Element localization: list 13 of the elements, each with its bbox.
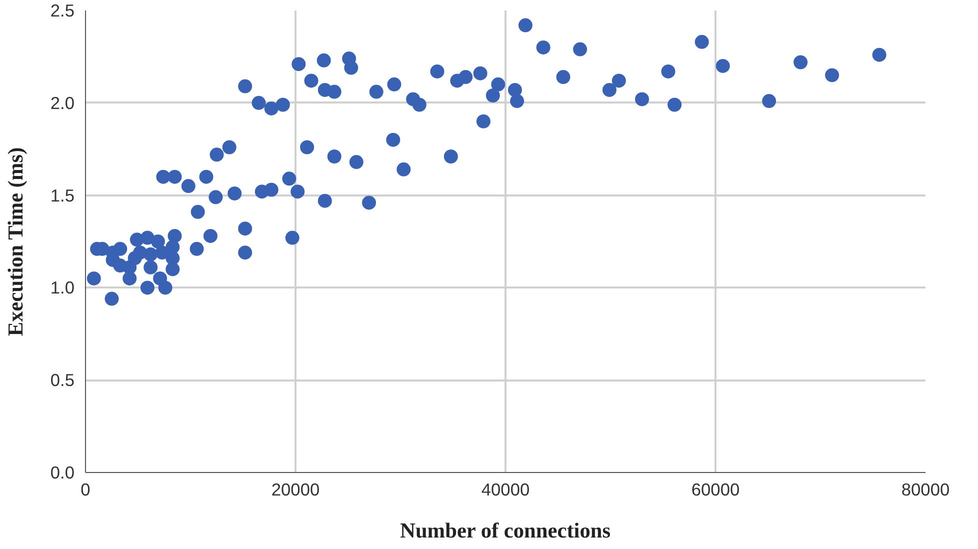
y-tick-label: 2.5	[50, 0, 75, 20]
x-axis-title: Number of connections	[400, 518, 611, 542]
x-tick-label: 40000	[481, 480, 530, 500]
x-tick-label: 0	[80, 480, 90, 500]
x-tick-label: 80000	[901, 480, 950, 500]
x-tick-label: 20000	[271, 480, 320, 500]
y-tick-label: 1.0	[50, 278, 75, 298]
y-tick-label: 0.0	[50, 462, 75, 482]
y-axis-title: Execution Time (ms)	[3, 147, 28, 336]
y-tick-label: 1.5	[50, 185, 75, 206]
y-tick-label: 2.0	[50, 92, 75, 113]
y-tick-label: 0.5	[50, 370, 75, 390]
x-tick-label: 60000	[691, 480, 740, 500]
